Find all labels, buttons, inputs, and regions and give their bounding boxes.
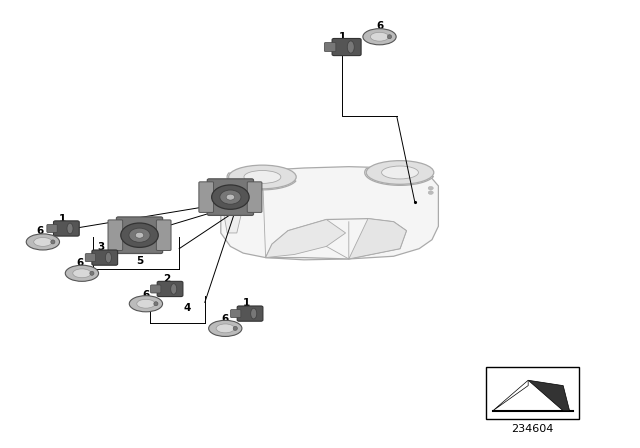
FancyBboxPatch shape	[116, 217, 163, 254]
Ellipse shape	[233, 326, 237, 331]
Ellipse shape	[348, 41, 355, 53]
FancyBboxPatch shape	[47, 224, 57, 233]
Ellipse shape	[212, 185, 249, 209]
Ellipse shape	[363, 29, 396, 45]
Circle shape	[428, 186, 433, 190]
Ellipse shape	[387, 35, 392, 39]
Text: 6: 6	[376, 21, 383, 31]
FancyBboxPatch shape	[92, 250, 118, 265]
Ellipse shape	[244, 171, 281, 183]
FancyBboxPatch shape	[247, 182, 262, 212]
Polygon shape	[222, 204, 230, 213]
Text: 6: 6	[142, 290, 150, 300]
Polygon shape	[349, 219, 406, 259]
Text: 4: 4	[183, 303, 191, 313]
Ellipse shape	[220, 190, 241, 204]
FancyBboxPatch shape	[156, 220, 171, 250]
Text: 1: 1	[59, 214, 67, 224]
Polygon shape	[266, 220, 346, 258]
Ellipse shape	[228, 165, 296, 189]
Ellipse shape	[51, 240, 55, 244]
Ellipse shape	[121, 223, 158, 247]
Ellipse shape	[65, 265, 99, 281]
Ellipse shape	[371, 32, 388, 41]
Ellipse shape	[137, 299, 155, 308]
FancyBboxPatch shape	[150, 285, 161, 293]
Ellipse shape	[209, 320, 242, 336]
Text: 1: 1	[339, 32, 346, 42]
Bar	[486, 367, 579, 419]
FancyBboxPatch shape	[230, 310, 241, 318]
Ellipse shape	[366, 161, 434, 184]
Ellipse shape	[251, 308, 257, 319]
FancyBboxPatch shape	[237, 306, 263, 321]
Circle shape	[226, 194, 235, 200]
FancyBboxPatch shape	[199, 182, 214, 212]
FancyBboxPatch shape	[108, 220, 123, 250]
Ellipse shape	[216, 324, 234, 333]
Circle shape	[220, 198, 225, 201]
Ellipse shape	[67, 223, 73, 234]
Ellipse shape	[129, 228, 150, 242]
FancyBboxPatch shape	[157, 281, 183, 297]
Circle shape	[220, 211, 225, 215]
Circle shape	[220, 204, 225, 208]
FancyBboxPatch shape	[85, 254, 95, 262]
Polygon shape	[365, 168, 433, 185]
Circle shape	[428, 191, 433, 194]
Ellipse shape	[90, 271, 94, 275]
Polygon shape	[528, 380, 570, 411]
Text: 3: 3	[97, 242, 105, 252]
Circle shape	[135, 232, 144, 238]
Polygon shape	[221, 197, 243, 233]
Ellipse shape	[154, 302, 158, 306]
Text: 1: 1	[243, 298, 250, 308]
Ellipse shape	[106, 252, 111, 263]
Polygon shape	[221, 167, 438, 260]
Ellipse shape	[381, 166, 419, 179]
Text: 6: 6	[36, 226, 44, 236]
Text: 234604: 234604	[511, 424, 554, 434]
Text: 5: 5	[136, 256, 143, 266]
FancyBboxPatch shape	[324, 43, 336, 52]
Ellipse shape	[171, 284, 177, 294]
FancyBboxPatch shape	[54, 221, 79, 236]
Text: 6: 6	[221, 314, 229, 324]
FancyBboxPatch shape	[332, 39, 361, 56]
FancyBboxPatch shape	[207, 179, 253, 215]
Polygon shape	[266, 219, 406, 259]
Ellipse shape	[34, 237, 52, 246]
Polygon shape	[493, 380, 528, 411]
Ellipse shape	[26, 234, 60, 250]
Ellipse shape	[129, 296, 163, 312]
Text: 2: 2	[163, 274, 170, 284]
Text: 6: 6	[76, 258, 84, 268]
Ellipse shape	[73, 269, 91, 278]
Polygon shape	[227, 173, 296, 190]
